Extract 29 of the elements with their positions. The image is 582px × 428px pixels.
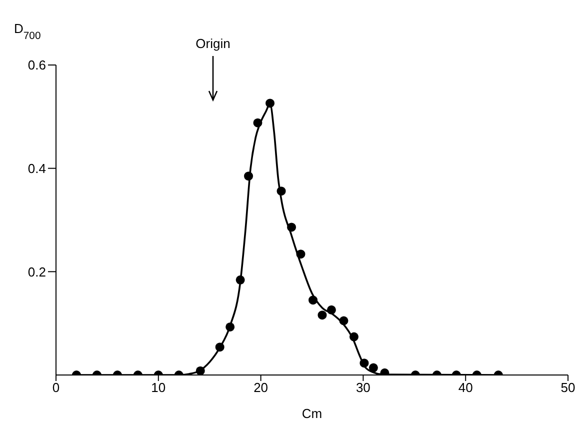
point — [296, 250, 306, 259]
point — [339, 316, 348, 326]
y-tick-label: 0.4 — [28, 160, 46, 176]
y-tick-label: 0.6 — [28, 58, 46, 73]
point — [244, 172, 254, 181]
point — [349, 332, 358, 342]
point — [226, 322, 235, 332]
point — [308, 296, 318, 305]
point — [360, 358, 369, 368]
point — [236, 275, 245, 284]
point — [253, 118, 262, 128]
x-axis-title: Cm — [302, 406, 322, 421]
point — [266, 98, 275, 108]
point — [276, 186, 286, 196]
point — [196, 366, 205, 375]
text: Origin — [194, 36, 232, 51]
x-tick-label: 40 — [458, 380, 473, 396]
point — [326, 305, 336, 314]
x-tick-label: 0 — [52, 380, 60, 396]
point — [287, 222, 296, 232]
x-tick-label: 30 — [356, 380, 370, 396]
x-tick-label: 20 — [254, 380, 268, 396]
x-tick-label: 10 — [151, 380, 166, 396]
point — [215, 342, 224, 352]
y-tick-label: 0.2 — [28, 264, 46, 280]
x-tick-label: 50 — [560, 380, 576, 396]
point — [368, 363, 378, 372]
point — [318, 310, 327, 320]
y-axis-title: D$_{700}$ — [14, 21, 41, 42]
